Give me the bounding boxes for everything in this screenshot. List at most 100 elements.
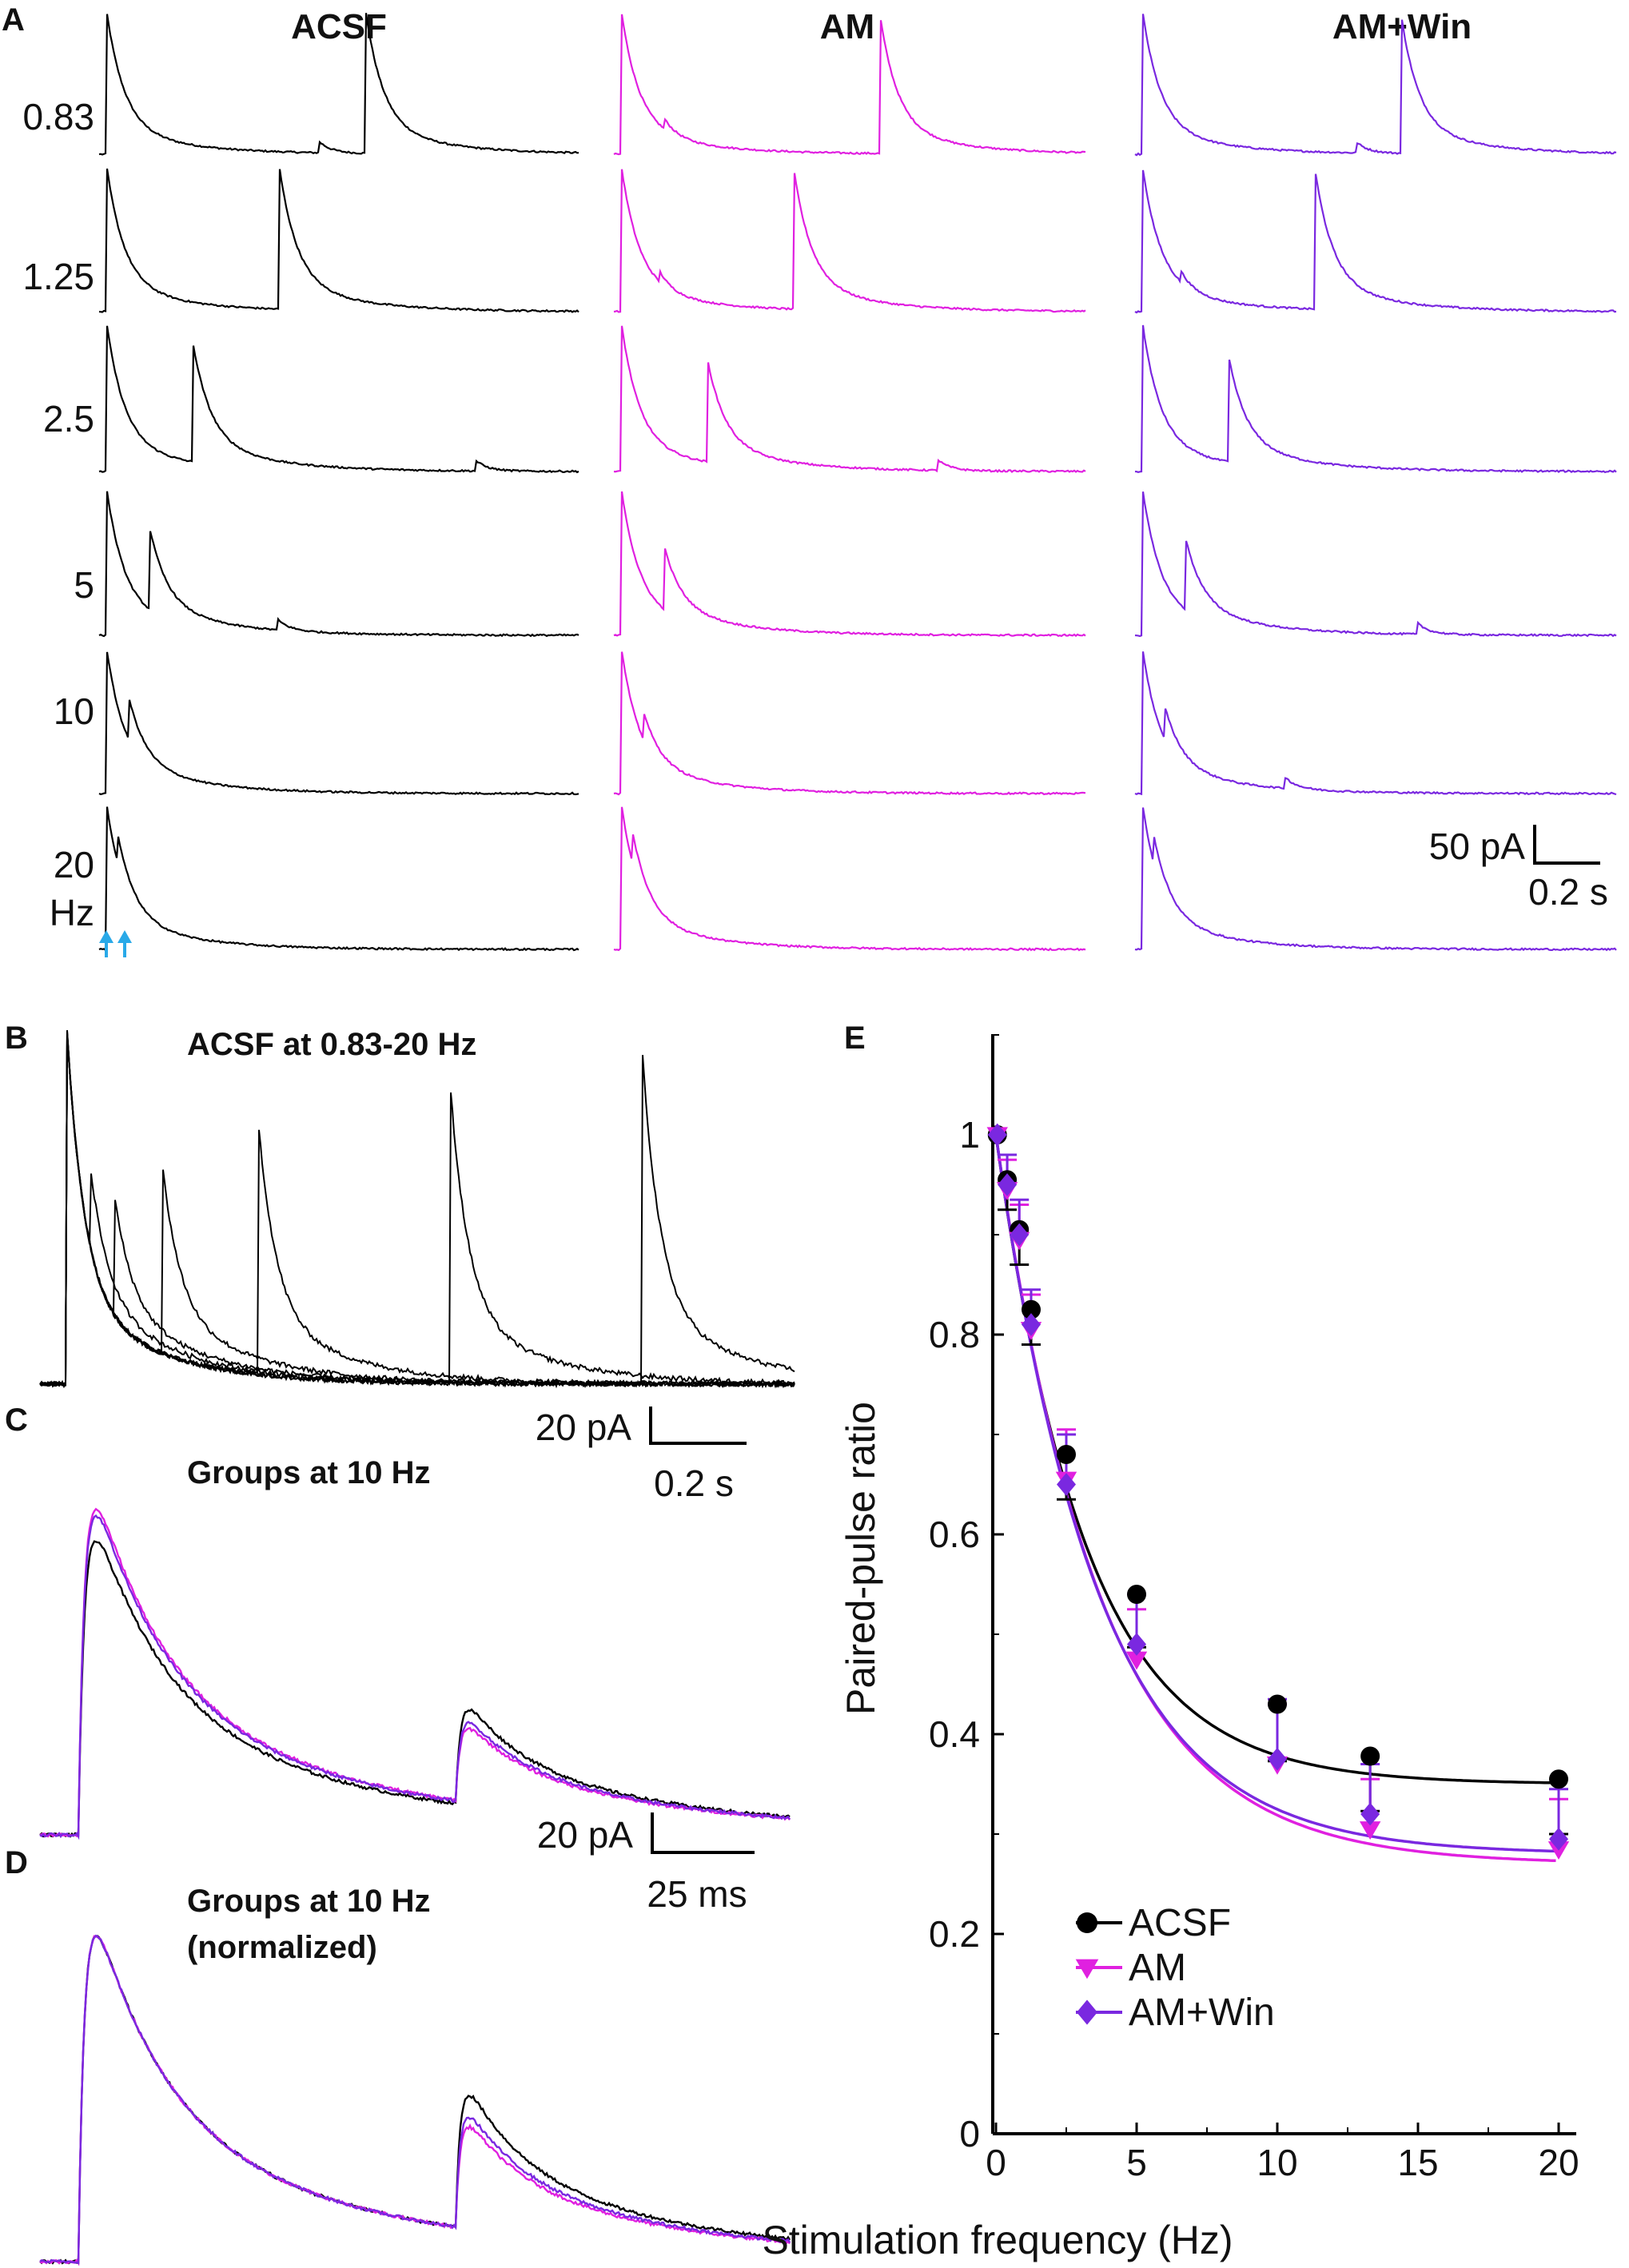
panel-d-title-line2: (normalized) <box>187 1930 377 1965</box>
point-am-win-1 <box>998 1173 1018 1196</box>
panel-c-title: Groups at 10 Hz <box>187 1455 431 1490</box>
stimulus-arrow-1-head <box>99 930 114 943</box>
x-tick-label-0: 0 <box>986 2142 1006 2183</box>
trace-am_win-row-2 <box>1134 324 1617 474</box>
panel-e-label: E <box>844 1021 866 1056</box>
trace-acsf-row-1 <box>98 168 580 313</box>
legend-label-acsf: ACSF <box>1129 1902 1231 1944</box>
legend-marks <box>1075 1912 1122 2025</box>
panel-c-traces <box>39 1507 791 1840</box>
trace-am-row-2 <box>613 325 1086 473</box>
y-tick-label-4: 0.8 <box>929 1314 980 1355</box>
legend: ACSF AM AM+Win <box>1075 1902 1275 2034</box>
y-tick-label-3: 0.6 <box>929 1514 980 1555</box>
legend-marker-1 <box>1075 1959 1099 1980</box>
y-axis-label: Paired-pulse ratio <box>838 1402 883 1715</box>
panel-d: D Groups at 10 Hz (normalized) <box>5 1845 791 2266</box>
panel-d-title-line1: Groups at 10 Hz <box>187 1884 431 1919</box>
trace-am_win-row-3 <box>1134 491 1617 638</box>
x-tick-label-2: 10 <box>1257 2142 1297 2183</box>
panel-b-label: B <box>5 1021 28 1056</box>
fit-curve-2 <box>994 1134 1556 1853</box>
panel-c-scalebar: 20 pA 25 ms <box>537 1812 755 1915</box>
scalebar-a-time: 0.2 s <box>1528 871 1608 913</box>
point-acsf-4 <box>1057 1445 1076 1464</box>
panel-d-traces <box>39 1934 791 2266</box>
trace-acsf-row-4 <box>98 651 580 796</box>
point-am-win-3 <box>1022 1313 1041 1336</box>
panel-c-trace-am <box>39 1507 791 1838</box>
trace-am_win-row-1 <box>1134 169 1617 314</box>
point-am-win-5 <box>1127 1633 1146 1656</box>
trace-acsf-row-5 <box>98 806 580 953</box>
point-acsf-5 <box>1127 1585 1146 1604</box>
panel-d-label: D <box>5 1845 28 1880</box>
column-title-acsf: ACSF <box>291 7 387 46</box>
trace-am-row-4 <box>613 651 1086 796</box>
legend-label-am-win: AM+Win <box>1129 1991 1275 2034</box>
legend-marker-2 <box>1077 1999 1097 2025</box>
point-am-win-8 <box>1549 1827 1568 1851</box>
ppr-chart: 00.20.40.60.810 5 10 15 20 <box>929 1034 1579 2183</box>
x-axis-label: Stimulation frequency (Hz) <box>762 2218 1233 2262</box>
row-label-5: 20 <box>54 844 94 885</box>
trace-am_win-row-5 <box>1134 807 1617 952</box>
panel-d-trace-acsf <box>39 1935 791 2265</box>
point-am-win-0 <box>987 1123 1007 1147</box>
y-tick-label-1: 0.2 <box>929 1913 980 1955</box>
panel-b-title: ACSF at 0.83-20 Hz <box>187 1027 476 1062</box>
x-tick-label-4: 20 <box>1538 2142 1579 2183</box>
panel-c-trace-am_win <box>39 1514 791 1840</box>
scalebar-a-amp: 50 pA <box>1429 826 1526 867</box>
panel-a: A ACSF AM AM+Win 0.83 1.25 2.5 5 10 20 H… <box>2 2 1617 957</box>
point-acsf-3 <box>1022 1299 1041 1319</box>
legend-marker-0 <box>1077 1912 1097 1933</box>
x-tick-label-3: 15 <box>1397 2142 1438 2183</box>
y-tick-label-5: 1 <box>959 1114 980 1156</box>
sweep-acsf-20-hz <box>39 1031 795 1389</box>
trace-am-row-1 <box>613 169 1086 313</box>
row-label-4: 10 <box>54 690 94 732</box>
sweep-acsf-5-hz <box>39 1034 795 1389</box>
panel-c-label: C <box>5 1403 28 1438</box>
panel-e: E 00.20.40.60.810 5 10 15 20 Stimulation fre… <box>762 1021 1579 2262</box>
panel-a-scalebar: 50 pA 0.2 s <box>1429 825 1608 913</box>
y-tick-label-2: 0.4 <box>929 1713 980 1755</box>
column-title-am: AM <box>820 7 874 46</box>
point-am-5 <box>1125 1651 1148 1670</box>
scalebar-c-time: 25 ms <box>647 1873 747 1915</box>
panel-c-trace-acsf <box>39 1540 791 1838</box>
trace-am-row-5 <box>613 806 1086 952</box>
row-label-3: 5 <box>74 564 94 606</box>
point-acsf-8 <box>1549 1769 1568 1789</box>
scalebar-b-lines <box>649 1407 747 1445</box>
row-label-1: 1.25 <box>22 256 94 297</box>
panel-a-traces <box>98 13 1617 953</box>
trace-am_win-row-4 <box>1134 651 1617 796</box>
scalebar-b-time: 0.2 s <box>654 1462 734 1504</box>
sweep-acsf-2.5-hz <box>39 1033 795 1389</box>
stimulus-arrows <box>99 930 132 957</box>
stimulus-arrow-2-head <box>117 930 132 943</box>
scalebar-c-amp: 20 pA <box>537 1814 634 1856</box>
point-am-win-2 <box>1010 1223 1030 1247</box>
panel-d-trace-am <box>39 1935 791 2266</box>
trace-am-row-3 <box>613 491 1086 638</box>
point-am-win-6 <box>1268 1747 1287 1771</box>
legend-label-am: AM <box>1129 1947 1186 1989</box>
panel-a-label: A <box>2 2 25 38</box>
panel-d-trace-am_win <box>39 1934 791 2265</box>
x-tick-label-1: 5 <box>1126 2142 1147 2183</box>
panel-b: B ACSF at 0.83-20 Hz 20 pA 0.2 s <box>5 1021 795 1504</box>
scalebar-b-amp: 20 pA <box>536 1407 632 1448</box>
sweep-acsf-1.25-hz <box>39 1033 795 1387</box>
trace-acsf-row-3 <box>98 491 580 638</box>
point-am-win-4 <box>1057 1473 1076 1496</box>
sweep-acsf-10-hz <box>39 1033 795 1389</box>
row-label-2: 2.5 <box>43 398 94 440</box>
trace-am-row-0 <box>613 14 1086 156</box>
point-am-7 <box>1359 1821 1381 1840</box>
y-tick-label-0: 0 <box>959 2113 980 2155</box>
row-label-0: 0.83 <box>22 96 94 137</box>
